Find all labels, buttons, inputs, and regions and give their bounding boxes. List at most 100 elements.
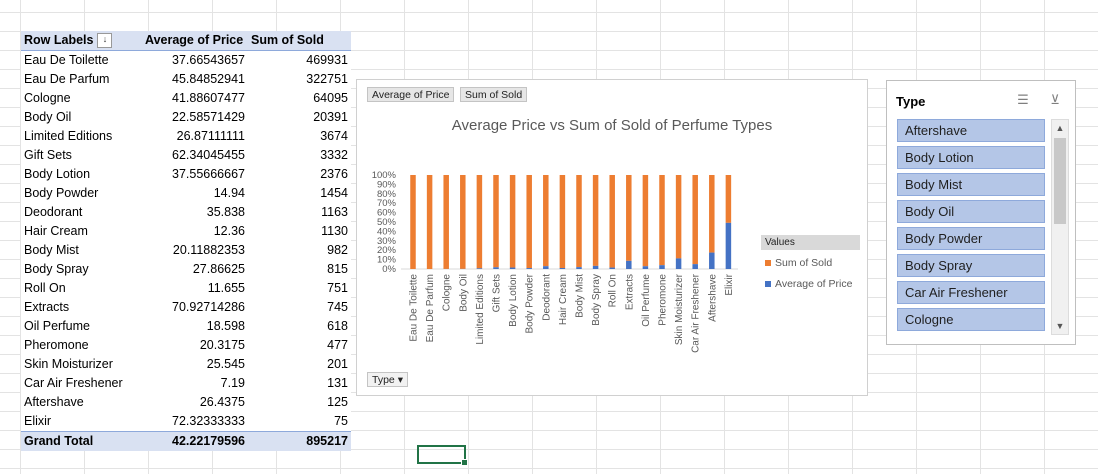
bar-average-of-price[interactable] — [659, 265, 665, 269]
bar-average-of-price[interactable] — [543, 266, 549, 269]
row-label[interactable]: Skin Moisturizer — [24, 357, 113, 371]
slicer-item[interactable]: Body Lotion — [897, 146, 1045, 169]
row-sum-sold[interactable]: 815 — [327, 262, 348, 276]
row-avg-price[interactable]: 11.655 — [207, 281, 245, 295]
row-label[interactable]: Aftershave — [24, 395, 84, 409]
row-label[interactable]: Roll On — [24, 281, 66, 295]
row-sum-sold[interactable]: 20391 — [313, 110, 348, 124]
row-sum-sold[interactable]: 982 — [327, 243, 348, 257]
type-slicer[interactable]: Type ☰ ⊻ Aftershave Body Lotion Body Mist B… — [886, 80, 1076, 345]
slicer-scrollbar[interactable]: ▲ ▼ — [1051, 119, 1069, 335]
bar-average-of-price[interactable] — [509, 267, 516, 269]
row-sum-sold[interactable]: 64095 — [313, 91, 348, 105]
bar-sum-of-sold[interactable] — [410, 175, 416, 269]
row-sum-sold[interactable]: 131 — [327, 376, 348, 390]
bar-sum-of-sold[interactable] — [460, 175, 466, 269]
row-label[interactable]: Body Mist — [24, 243, 79, 257]
slicer-item[interactable]: Body Powder — [897, 227, 1045, 250]
row-avg-price[interactable]: 12.36 — [213, 224, 245, 238]
slicer-item[interactable]: Body Oil — [897, 200, 1045, 223]
row-avg-price[interactable]: 62.34045455 — [172, 148, 245, 162]
multi-select-icon[interactable]: ☰ — [1017, 92, 1029, 107]
row-sum-sold[interactable]: 618 — [327, 319, 348, 333]
row-avg-price[interactable]: 72.32333333 — [172, 414, 245, 428]
row-label[interactable]: Elixir — [24, 414, 52, 428]
bar-sum-of-sold[interactable] — [443, 175, 449, 269]
bar-average-of-price[interactable] — [725, 222, 732, 269]
row-label[interactable]: Eau De Parfum — [24, 72, 110, 86]
clear-filter-icon[interactable]: ⊻ — [1050, 92, 1060, 107]
selected-cell[interactable] — [417, 445, 468, 466]
row-avg-price[interactable]: 37.55666667 — [172, 167, 245, 181]
bar-average-of-price[interactable] — [526, 268, 532, 269]
row-sum-sold[interactable]: 2376 — [320, 167, 348, 181]
sum-sold-field-button[interactable]: Sum of Sold — [460, 87, 528, 102]
row-sum-sold[interactable]: 751 — [327, 281, 348, 295]
legend-item-sum-of-sold[interactable]: Sum of Sold — [765, 257, 832, 269]
row-label[interactable]: Hair Cream — [24, 224, 88, 238]
row-sum-sold[interactable]: 322751 — [306, 72, 348, 86]
bar-sum-of-sold[interactable] — [609, 175, 615, 268]
bar-sum-of-sold[interactable] — [642, 175, 649, 267]
avg-price-header[interactable]: Average of Price — [142, 31, 248, 51]
scroll-up-icon[interactable]: ▲ — [1055, 123, 1065, 133]
legend-item-average-of-price[interactable]: Average of Price — [765, 278, 852, 290]
row-sum-sold[interactable]: 3332 — [320, 148, 348, 162]
row-label[interactable]: Cologne — [24, 91, 71, 105]
row-labels-header[interactable]: Row Labels ↓ — [21, 31, 142, 51]
row-label[interactable]: Body Lotion — [24, 167, 91, 181]
bar-sum-of-sold[interactable] — [509, 175, 516, 268]
bar-average-of-price[interactable] — [559, 267, 566, 269]
slicer-item[interactable]: Body Spray — [897, 254, 1045, 277]
row-avg-price[interactable]: 27.86625 — [192, 262, 245, 276]
bar-sum-of-sold[interactable] — [476, 175, 483, 269]
bar-sum-of-sold[interactable] — [626, 175, 632, 261]
scroll-thumb[interactable] — [1054, 138, 1066, 224]
bar-sum-of-sold[interactable] — [692, 175, 698, 265]
row-label[interactable]: Extracts — [24, 300, 70, 314]
bar-average-of-price[interactable] — [642, 266, 649, 269]
row-label[interactable]: Body Oil — [24, 110, 72, 124]
avg-price-field-button[interactable]: Average of Price — [367, 87, 455, 102]
row-sum-sold[interactable]: 125 — [327, 395, 348, 409]
row-avg-price[interactable]: 26.4375 — [199, 395, 245, 409]
row-label[interactable]: Body Spray — [24, 262, 89, 276]
row-avg-price[interactable]: 26.87111111 — [176, 129, 245, 143]
row-avg-price[interactable]: 18.598 — [206, 319, 245, 333]
bar-sum-of-sold[interactable] — [426, 175, 433, 269]
type-axis-field-button[interactable]: Type ▾ — [367, 372, 408, 387]
bar-average-of-price[interactable] — [675, 258, 682, 269]
bar-sum-of-sold[interactable] — [659, 175, 665, 266]
bar-sum-of-sold[interactable] — [592, 175, 599, 266]
bar-average-of-price[interactable] — [692, 264, 698, 269]
row-label[interactable]: Body Powder — [24, 186, 99, 200]
bar-sum-of-sold[interactable] — [709, 175, 715, 253]
row-avg-price[interactable]: 45.84852941 — [172, 72, 245, 86]
grand-total-sum[interactable]: 895217 — [248, 431, 351, 451]
row-sum-sold[interactable]: 469931 — [306, 53, 348, 67]
bar-average-of-price[interactable] — [493, 267, 499, 269]
grand-total-label[interactable]: Grand Total — [21, 431, 142, 451]
row-label[interactable]: Deodorant — [24, 205, 83, 219]
bar-sum-of-sold[interactable] — [675, 175, 682, 259]
row-label[interactable]: Eau De Toilette — [24, 53, 109, 67]
bar-sum-of-sold[interactable] — [493, 175, 499, 268]
row-avg-price[interactable]: 35.838 — [206, 205, 245, 219]
row-label[interactable]: Oil Perfume — [24, 319, 90, 333]
row-sum-sold[interactable]: 1163 — [321, 205, 348, 219]
bar-average-of-price[interactable] — [609, 267, 615, 269]
bar-average-of-price[interactable] — [592, 265, 599, 269]
slicer-item[interactable]: Cologne — [897, 308, 1045, 331]
sort-filter-icon[interactable]: ↓ — [97, 33, 113, 49]
bar-sum-of-sold[interactable] — [576, 175, 582, 268]
row-avg-price[interactable]: 20.3175 — [199, 338, 245, 352]
slicer-item[interactable]: Car Air Freshener — [897, 281, 1045, 304]
bar-sum-of-sold[interactable] — [725, 175, 732, 223]
row-avg-price[interactable]: 37.66543657 — [172, 53, 245, 67]
row-avg-price[interactable]: 25.545 — [206, 357, 245, 371]
bar-average-of-price[interactable] — [626, 260, 632, 269]
row-avg-price[interactable]: 70.92714286 — [172, 300, 245, 314]
bar-average-of-price[interactable] — [576, 267, 582, 269]
row-avg-price[interactable]: 41.88607477 — [172, 91, 245, 105]
row-avg-price[interactable]: 7.19 — [220, 376, 245, 390]
